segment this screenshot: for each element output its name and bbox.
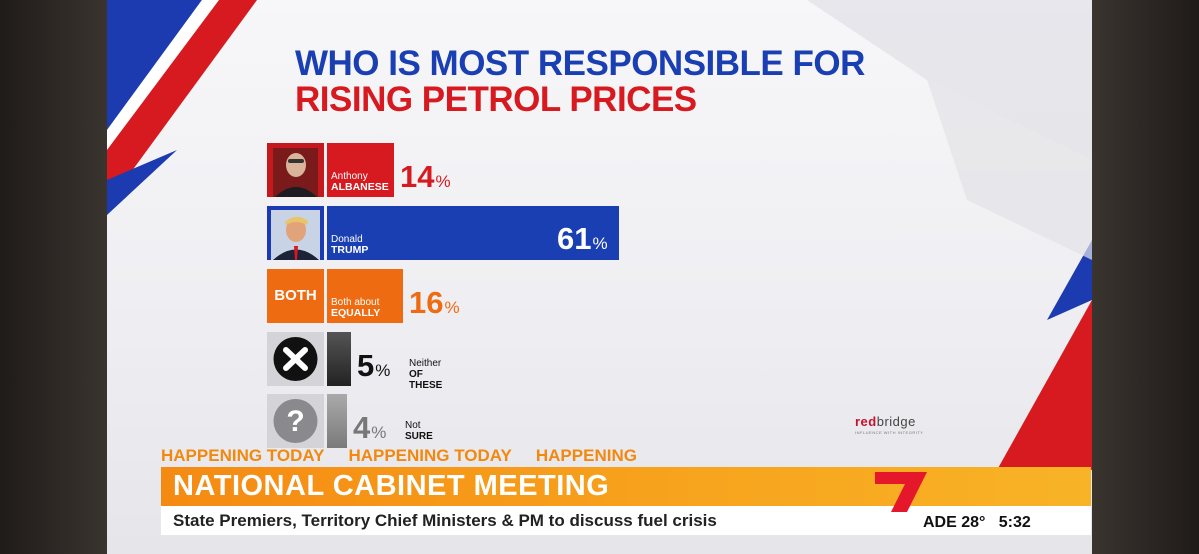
bar-albanese: Anthony ALBANESE	[327, 143, 394, 197]
value-neither: 5%	[357, 348, 391, 383]
headline-text: NATIONAL CABINET MEETING	[173, 470, 610, 502]
label-not-sure: Not SURE	[405, 420, 433, 442]
broadcast-graphic: WHO IS MOST RESPONSIBLE FOR RISING PETRO…	[107, 0, 1092, 554]
right-pillarbox	[1092, 0, 1199, 554]
value-not-sure: 4%	[353, 410, 387, 445]
chart-subtitle: RISING PETROL PRICES	[295, 80, 697, 119]
label-trump: Donald TRUMP	[331, 234, 369, 256]
subheadline-bar: State Premiers, Territory Chief Minister…	[161, 506, 1091, 535]
value-both: 16%	[409, 285, 460, 320]
label-neither: Neither OF THESE	[409, 358, 443, 391]
location-label: ADE	[923, 514, 957, 531]
headline-banner: NATIONAL CABINET MEETING	[161, 467, 1091, 506]
x-circle-icon	[267, 332, 324, 386]
chart-title: WHO IS MOST RESPONSIBLE FOR	[295, 44, 865, 83]
both-label: BOTH	[267, 269, 324, 323]
location-time-readout: ADE 28° 5:32	[923, 514, 1031, 532]
seven-logo	[875, 472, 927, 512]
both-badge-text: BOTH	[274, 287, 317, 304]
albanese-photo	[267, 143, 324, 197]
svg-text:?: ?	[286, 405, 304, 438]
bar-trump: Donald TRUMP	[327, 206, 619, 260]
bar-not-sure	[327, 394, 347, 448]
happening-today-ticker: HAPPENING TODAY HAPPENING TODAY HAPPENING …	[161, 446, 637, 465]
label-both: Both about EQUALLY	[331, 297, 381, 319]
question-circle-icon: ?	[267, 394, 324, 448]
label-albanese: Anthony ALBANESE	[331, 171, 389, 193]
value-albanese: 14%	[400, 159, 451, 194]
trump-photo	[267, 206, 324, 260]
temperature-label: 28°	[961, 514, 986, 531]
bar-neither	[327, 332, 351, 386]
left-pillarbox	[0, 0, 107, 554]
redbridge-logo: redbridge INFLUENCE WITH INTEGRITY	[855, 414, 924, 435]
value-trump: 61%	[557, 221, 608, 256]
time-label: 5:32	[998, 514, 1031, 531]
bar-both: Both about EQUALLY	[327, 269, 403, 323]
background-decoration	[107, 0, 1092, 470]
subheadline-text: State Premiers, Territory Chief Minister…	[173, 511, 717, 530]
